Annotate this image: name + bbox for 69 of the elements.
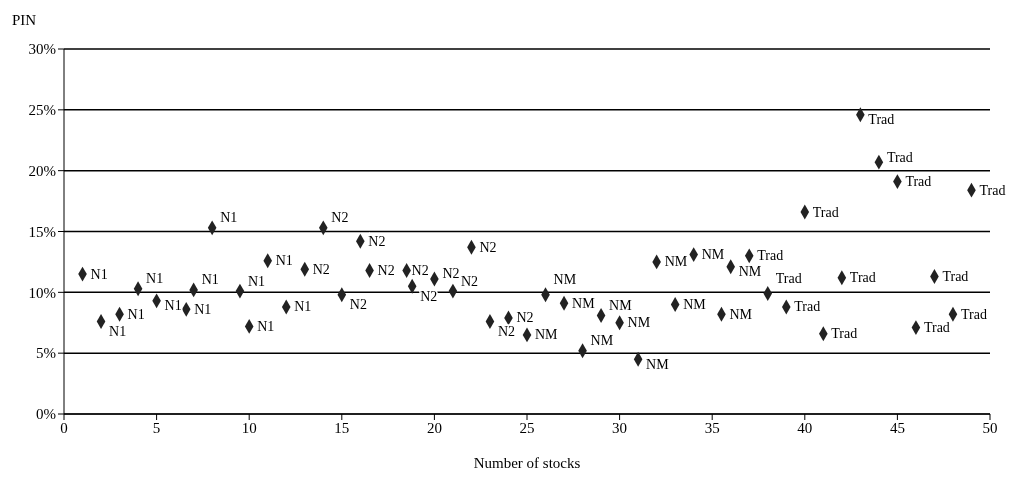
x-axis-title: Number of stocks [473, 455, 581, 471]
y-tick-label: 15% [28, 223, 56, 240]
text: NM [572, 295, 595, 311]
text: N2 [497, 324, 516, 340]
text: N2 [479, 239, 497, 255]
y-tick-label: 30% [28, 41, 56, 58]
text: N1 [146, 271, 164, 287]
text: Trad [886, 149, 913, 165]
text: Trad [979, 182, 1006, 198]
text: Trad [905, 174, 932, 190]
text: NM [553, 272, 577, 288]
text: N2 [312, 261, 330, 277]
text: N1 [247, 273, 266, 289]
text: N2 [349, 297, 367, 313]
x-tick-label: 45 [889, 419, 905, 436]
text: Trad [757, 248, 784, 264]
text: N2 [331, 210, 349, 226]
text: Trad [775, 271, 802, 287]
series-label: N1 [164, 298, 182, 314]
text: NM [729, 306, 753, 322]
text: N1 [220, 210, 238, 226]
y-axis-title: PIN [12, 12, 37, 29]
text: Trad [960, 306, 987, 322]
y-tick-label: 0% [36, 406, 56, 423]
x-tick-label: 10 [241, 419, 257, 436]
text: Trad [868, 112, 895, 128]
text: Trad [794, 299, 821, 315]
x-tick-label: 15 [334, 419, 350, 436]
x-tick-label: 40 [797, 419, 813, 436]
text: NM [609, 297, 632, 313]
text: N1 [194, 301, 212, 317]
x-tick-label: 20 [426, 419, 442, 436]
x-tick-label: 5 [152, 419, 161, 436]
text: N1 [275, 253, 293, 269]
x-tick-label: 30 [612, 419, 628, 436]
text: NM [646, 356, 669, 372]
text: NM [738, 264, 762, 280]
text: Trad [849, 270, 876, 286]
text: NM [701, 247, 725, 263]
x-tick-label: 50 [982, 419, 998, 436]
y-tick-label: 10% [28, 284, 56, 301]
series-label: NM [664, 254, 688, 270]
text: N1 [90, 266, 108, 282]
text: Trad [812, 204, 839, 220]
text: N1 [109, 324, 127, 340]
text: Trad [831, 326, 858, 342]
text: N2 [377, 262, 395, 278]
x-tick-label: 35 [704, 419, 720, 436]
text: NM [627, 315, 651, 331]
y-tick-label: 25% [28, 102, 56, 119]
text: N2 [368, 233, 386, 249]
series-label: Trad [923, 320, 950, 336]
text: N1 [127, 306, 145, 322]
text: N2 [516, 310, 534, 326]
text: N2 [420, 288, 438, 304]
text: N1 [201, 272, 219, 288]
x-tick-label: 25 [519, 419, 535, 436]
text: NM [590, 333, 614, 349]
text: NM [683, 297, 706, 312]
y-tick-label: 5% [36, 345, 56, 362]
x-tick-label: 0 [60, 419, 68, 436]
series-label: N2 [411, 262, 429, 278]
text: N1 [294, 299, 312, 315]
text: Trad [942, 269, 969, 285]
y-tick-label: 20% [28, 162, 56, 179]
text: N1 [257, 318, 275, 334]
text: N2 [460, 273, 479, 289]
text: NM [535, 327, 558, 343]
text: N2 [442, 266, 460, 282]
